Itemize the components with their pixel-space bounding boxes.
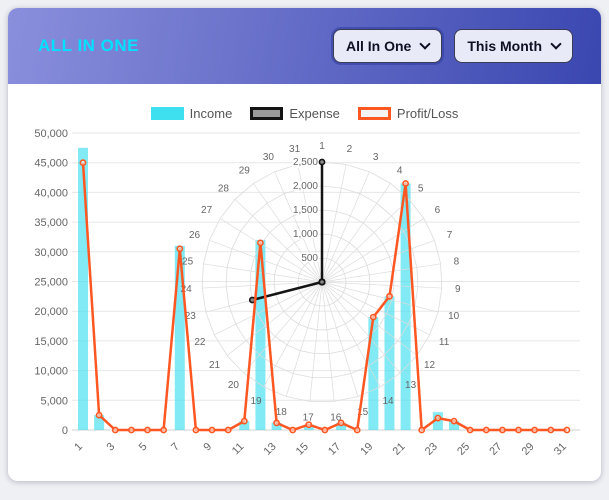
svg-text:3: 3 bbox=[373, 152, 379, 163]
svg-text:14: 14 bbox=[382, 396, 394, 407]
svg-text:1,500: 1,500 bbox=[293, 205, 318, 216]
svg-text:5,000: 5,000 bbox=[40, 395, 68, 407]
svg-text:15,000: 15,000 bbox=[34, 336, 68, 348]
svg-text:4: 4 bbox=[397, 165, 403, 176]
svg-text:16: 16 bbox=[330, 412, 342, 423]
svg-text:28: 28 bbox=[218, 183, 230, 194]
svg-text:12: 12 bbox=[424, 360, 436, 371]
svg-text:13: 13 bbox=[262, 441, 279, 458]
svg-text:23: 23 bbox=[423, 441, 440, 458]
svg-text:21: 21 bbox=[209, 360, 221, 371]
svg-text:1: 1 bbox=[319, 141, 325, 152]
chart-type-dropdown-label: All In One bbox=[346, 38, 412, 54]
svg-text:7: 7 bbox=[447, 230, 453, 241]
svg-text:9: 9 bbox=[201, 441, 214, 454]
svg-text:50,000: 50,000 bbox=[34, 128, 68, 140]
expense-swatch bbox=[250, 107, 284, 120]
legend-item-income[interactable]: Income bbox=[150, 106, 233, 121]
svg-text:27: 27 bbox=[201, 205, 213, 216]
svg-text:2: 2 bbox=[347, 144, 353, 155]
legend-label-profit: Profit/Loss bbox=[396, 106, 459, 121]
svg-text:9: 9 bbox=[455, 284, 461, 295]
profit-line bbox=[79, 159, 571, 434]
chevron-down-icon bbox=[550, 38, 562, 50]
chart-type-dropdown[interactable]: All In One bbox=[333, 29, 443, 63]
svg-text:31: 31 bbox=[289, 144, 301, 155]
svg-text:1: 1 bbox=[72, 441, 85, 454]
card-header: ALL IN ONE All In One This Month bbox=[8, 8, 601, 84]
period-dropdown-label: This Month bbox=[467, 38, 542, 54]
svg-text:3: 3 bbox=[105, 441, 118, 454]
svg-text:25: 25 bbox=[182, 256, 194, 267]
svg-text:15: 15 bbox=[294, 441, 311, 458]
svg-text:17: 17 bbox=[303, 412, 315, 423]
svg-text:18: 18 bbox=[276, 407, 288, 418]
legend-label-income: Income bbox=[189, 106, 233, 121]
svg-text:26: 26 bbox=[189, 230, 201, 241]
svg-text:20,000: 20,000 bbox=[34, 306, 68, 318]
income-swatch bbox=[150, 107, 184, 120]
profit-swatch bbox=[357, 107, 391, 120]
svg-text:30: 30 bbox=[263, 152, 275, 163]
svg-text:24: 24 bbox=[181, 284, 193, 295]
svg-text:25: 25 bbox=[455, 441, 472, 458]
svg-text:5: 5 bbox=[137, 441, 150, 454]
svg-text:45,000: 45,000 bbox=[34, 158, 68, 170]
card-title: ALL IN ONE bbox=[38, 36, 140, 55]
svg-text:11: 11 bbox=[230, 441, 247, 458]
svg-text:11: 11 bbox=[439, 337, 450, 348]
svg-text:15: 15 bbox=[357, 407, 369, 418]
svg-text:35,000: 35,000 bbox=[34, 217, 68, 229]
svg-text:22: 22 bbox=[194, 337, 206, 348]
svg-text:2,000: 2,000 bbox=[293, 181, 318, 192]
svg-text:2,500: 2,500 bbox=[293, 157, 318, 168]
svg-text:29: 29 bbox=[239, 165, 251, 176]
svg-text:500: 500 bbox=[301, 253, 318, 264]
svg-text:25,000: 25,000 bbox=[34, 277, 68, 289]
svg-text:13: 13 bbox=[405, 380, 417, 391]
svg-text:7: 7 bbox=[169, 441, 182, 454]
svg-text:21: 21 bbox=[391, 441, 408, 458]
svg-text:17: 17 bbox=[326, 441, 343, 458]
svg-text:19: 19 bbox=[358, 441, 375, 458]
all-in-one-card: ALL IN ONE All In One This Month Income … bbox=[8, 8, 601, 481]
x-axis-labels: 1 3 5 7 9 11 13 15 17 19 21 23 25 27 29 31 bbox=[72, 441, 569, 458]
chevron-down-icon bbox=[419, 38, 432, 50]
svg-text:31: 31 bbox=[552, 441, 569, 458]
svg-text:27: 27 bbox=[487, 441, 504, 458]
svg-text:10,000: 10,000 bbox=[34, 366, 68, 378]
legend-item-expense[interactable]: Expense bbox=[250, 106, 340, 121]
expense-series bbox=[248, 158, 326, 304]
svg-text:23: 23 bbox=[185, 311, 197, 322]
svg-text:40,000: 40,000 bbox=[34, 187, 68, 199]
header-controls: All In One This Month bbox=[333, 29, 573, 63]
income-bars bbox=[78, 147, 459, 430]
radar-labels: 1 234567891011121314151617181920212223242… bbox=[181, 141, 461, 423]
chart-legend: Income Expense Profit/Loss bbox=[8, 106, 601, 121]
svg-text:5: 5 bbox=[418, 183, 424, 194]
legend-label-expense: Expense bbox=[289, 106, 340, 121]
svg-text:10: 10 bbox=[448, 311, 460, 322]
svg-text:20: 20 bbox=[228, 380, 240, 391]
y-axis-labels: 0 5,000 10,000 15,000 20,000 25,000 30,000 35,0… bbox=[34, 128, 68, 437]
svg-text:1,000: 1,000 bbox=[293, 229, 318, 240]
period-dropdown[interactable]: This Month bbox=[454, 29, 573, 63]
svg-text:0: 0 bbox=[62, 425, 68, 437]
combined-chart-canvas: 0 5,000 10,000 15,000 20,000 25,000 30,000 35,0… bbox=[34, 128, 580, 458]
svg-text:19: 19 bbox=[250, 396, 262, 407]
svg-text:6: 6 bbox=[435, 205, 441, 216]
svg-text:30,000: 30,000 bbox=[34, 247, 68, 259]
svg-text:8: 8 bbox=[454, 256, 460, 267]
chart-area: Income Expense Profit/Loss 0 5,000 10,000 1… bbox=[8, 84, 601, 481]
svg-text:29: 29 bbox=[520, 441, 537, 458]
legend-item-profit[interactable]: Profit/Loss bbox=[357, 106, 459, 121]
